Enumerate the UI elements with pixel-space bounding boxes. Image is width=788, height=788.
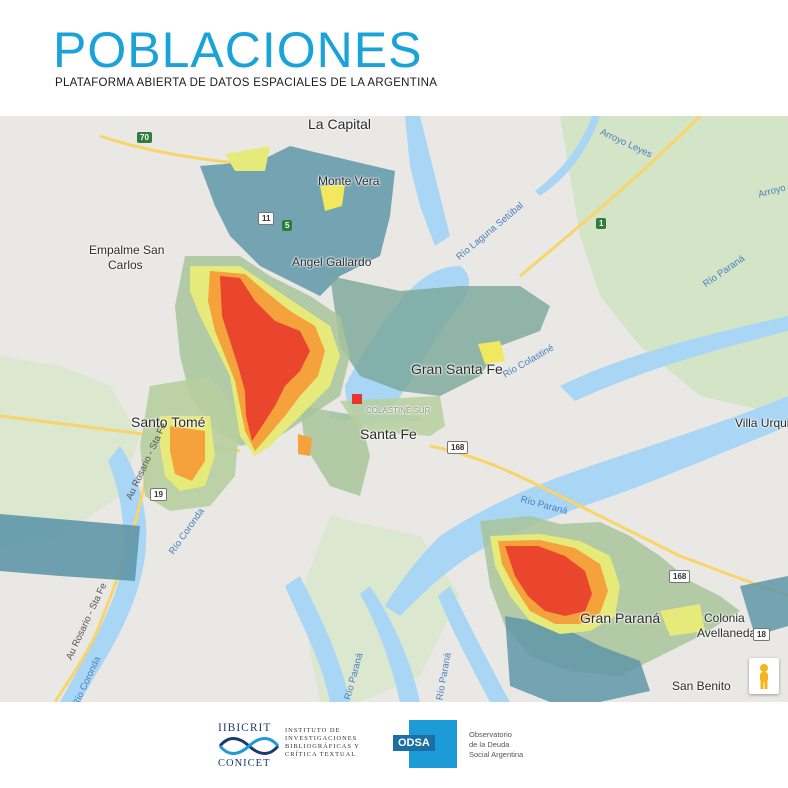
odsa-mark: ODSA [393,735,435,751]
city-san-benito: San Benito [672,679,731,693]
odsa-line: de la Deuda [469,740,510,749]
census-heat [225,146,270,171]
wave-icon [218,737,280,755]
logo-iib-top: IIBICRIT [218,722,272,734]
census-area [330,276,550,396]
census-area [505,616,650,702]
census-area [740,576,788,636]
iib-line: INSTITUTO DE [285,727,341,734]
map-view[interactable]: La Capital Monte Vera Empalme San Carlos… [0,116,788,702]
page-title: POBLACIONES [53,22,423,78]
census-heat [220,276,310,441]
river-coronda [60,446,147,702]
census-heat [298,434,312,456]
odsa-line: Social Argentina [469,750,524,759]
map-canvas [0,116,788,702]
road [429,444,788,598]
route-shield: 70 [137,132,152,143]
city-santo-tome: Santo Tomé [131,414,206,430]
census-heat [505,546,592,616]
census-area [200,146,395,296]
census-heat [170,426,205,481]
water-channel [535,116,600,196]
odsa-text: Observatorio de la Deuda Social Argentin… [469,730,523,760]
iib-line: INVESTIGACIONES [285,735,358,742]
city-angel-gallardo: Angel Gallardo [292,255,372,269]
river-south [360,586,420,702]
city-la-capital: La Capital [308,116,372,132]
river-parana [385,396,788,616]
logo-iib-text: INSTITUTO DE INVESTIGACIONES BIBLIOGRÁFI… [285,727,360,759]
river-south [438,586,510,702]
route-shield: 1 [596,218,607,229]
river-parana [560,316,788,401]
river-south [285,576,350,702]
route-shield: 11 [258,212,275,225]
census-heat [478,341,505,364]
city-santa-fe: Santa Fe [360,426,417,442]
census-area [340,396,445,436]
census-area [300,406,370,496]
iib-line: BIBLIOGRÁFICAS Y [285,743,360,750]
census-heat [660,604,705,636]
page-subtitle: PLATAFORMA ABIERTA DE DATOS ESPACIALES D… [55,77,438,89]
route-shield: 18 [753,628,770,641]
route-shield: 5 [282,220,293,231]
route-shield: 19 [150,488,167,501]
city-empalme-line1: Empalme San [89,243,165,257]
road [53,455,152,702]
odsa-logo: ODSA Observatorio de la Deuda Social Arg… [393,720,543,770]
odsa-line: Observatorio [469,730,512,739]
city-gran-parana: Gran Paraná [580,610,661,626]
pegman-icon [760,664,768,689]
logo-iib-bottom: CONICET [218,758,271,769]
city-empalme-line2: Carlos [108,258,143,272]
iib-line: CRÍTICA TEXTUAL [285,751,357,758]
street-view-button[interactable] [749,658,779,694]
census-heat [320,184,345,211]
green-area [0,356,140,546]
city-monte-vera: Monte Vera [318,174,380,188]
iibicrit-conicet-logo: IIBICRIT CONICET INSTITUTO DE INVESTIGAC… [218,722,368,772]
road [519,116,702,278]
area-colastine-sur: COLASTINÉ SUR [366,406,431,415]
page-header: POBLACIONES PLATAFORMA ABIERTA DE DATOS … [0,0,788,116]
city-gran-santa-fe: Gran Santa Fe [411,361,503,377]
city-colonia-line1: Colonia [704,611,745,625]
city-villa-urquiza: Villa Urqui [735,416,788,430]
city-colonia-line2: Avellaneda [697,626,757,640]
page-footer: IIBICRIT CONICET INSTITUTO DE INVESTIGAC… [0,702,788,788]
census-heat [352,394,362,404]
laguna-setubal [405,116,450,246]
route-shield: 168 [669,570,691,583]
route-shield: 168 [447,441,469,454]
census-area [0,514,140,581]
